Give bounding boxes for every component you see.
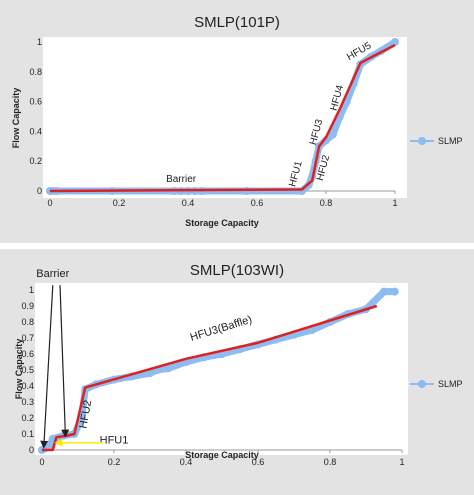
chart1-series: [46, 38, 399, 195]
chart2-annotation-label: HFU2: [77, 399, 94, 429]
chart2-data-point: [164, 364, 172, 373]
chart1-y-tick-label: 0.4: [29, 126, 42, 136]
chart2-y-tick-labels: 0 0.1 0.2 0.3 0.4 0.5 0.6 0.7 0.8 0.9 1: [21, 285, 34, 455]
chart1-x-tick-label: 1: [392, 198, 397, 208]
chart1-x-tick-label: 0.6: [251, 198, 264, 208]
chart1-x-tick-label: 0.2: [113, 198, 126, 208]
chart2-x-tick-label: 0.4: [180, 457, 193, 467]
chart1-y-axis-label: Flow Capacity: [11, 88, 21, 149]
chart1-data-point: [328, 130, 337, 139]
chart1-y-tick-label: 0.2: [29, 156, 42, 166]
chart2-barrier-arrow: [40, 285, 54, 449]
chart2-x-tick-label: 0.6: [252, 457, 265, 467]
chart2-fit-line: [42, 304, 378, 452]
chart1-x-axis-label: Storage Capacity: [185, 218, 259, 228]
chart2-x-tick-label: 0: [39, 457, 44, 467]
chart1-gridlines: [43, 37, 407, 198]
chart1-title: SMLP(101P): [194, 14, 280, 31]
chart1-legend-marker: [418, 137, 426, 145]
chart1-fit-line: [49, 43, 396, 193]
chart1-annotation-label: Barrier: [166, 174, 197, 185]
chart1-x-tick-label: 0.8: [320, 198, 333, 208]
chart2-y-tick-label: 0.7: [21, 333, 34, 343]
chart2-plot-area: [35, 283, 408, 455]
chart2-x-tick-label: 0.2: [108, 457, 121, 467]
chart2-legend-label: SLMP: [438, 379, 463, 389]
chart2-x-axis-label: Storage Capacity: [185, 450, 259, 460]
chart2-y-tick-label: 0: [29, 445, 34, 455]
chart2-y-tick-label: 0.9: [21, 301, 34, 311]
chart2-y-tick-label: 0.6: [21, 349, 34, 359]
chart2-x-tick-label: 0.8: [324, 457, 337, 467]
chart2-x-tick-labels: 0 0.2 0.4 0.6 0.8 1: [39, 450, 405, 467]
chart1-x-tick-label: 0: [47, 198, 52, 208]
chart2-y-tick-label: 0.4: [21, 381, 34, 391]
chart2-data-point: [380, 287, 388, 296]
panel-separator: [0, 243, 474, 249]
chart1-y-tick-label: 0: [37, 186, 42, 196]
chart1-y-tick-labels: 0 0.2 0.4 0.6 0.8 1: [29, 37, 42, 196]
chart2-gridlines: [35, 283, 408, 455]
chart2-data-point: [390, 287, 399, 296]
chart2-legend: SLMP: [410, 379, 463, 389]
chart2-y-tick-label: 0.3: [21, 397, 34, 407]
chart1-legend-label: SLMP: [438, 136, 463, 146]
chart2-y-tick-label: 0.5: [21, 365, 34, 375]
chart2-y-axis-label: Flow Capacity: [14, 339, 24, 400]
chart1-y-tick-label: 0.8: [29, 67, 42, 77]
chart2-annotation-label: Barrier: [36, 268, 69, 280]
chart2-barrier-arrow: [59, 285, 70, 438]
chart2-y-tick-label: 0.1: [21, 429, 34, 439]
chart2-data-point: [146, 369, 154, 378]
chart2-series: [38, 287, 399, 454]
chart1-legend: SLMP: [410, 136, 463, 146]
chart1-y-tick-label: 0.6: [29, 97, 42, 107]
chart2-y-tick-label: 0.8: [21, 317, 34, 327]
chart2-y-tick-label: 1: [29, 285, 34, 295]
chart2-annotation-label: HFU1: [100, 435, 129, 447]
chart2-legend-marker: [418, 380, 426, 388]
chart2-title: SMLP(103WI): [190, 262, 284, 279]
chart1-y-tick-label: 1: [37, 37, 42, 47]
chart2-x-tick-label: 1: [399, 457, 404, 467]
chart1-x-tick-label: 0.4: [182, 198, 195, 208]
chart2-y-tick-label: 0.2: [21, 413, 34, 423]
chart1-data-point: [391, 38, 399, 46]
chart1-plot-area: [43, 37, 407, 198]
